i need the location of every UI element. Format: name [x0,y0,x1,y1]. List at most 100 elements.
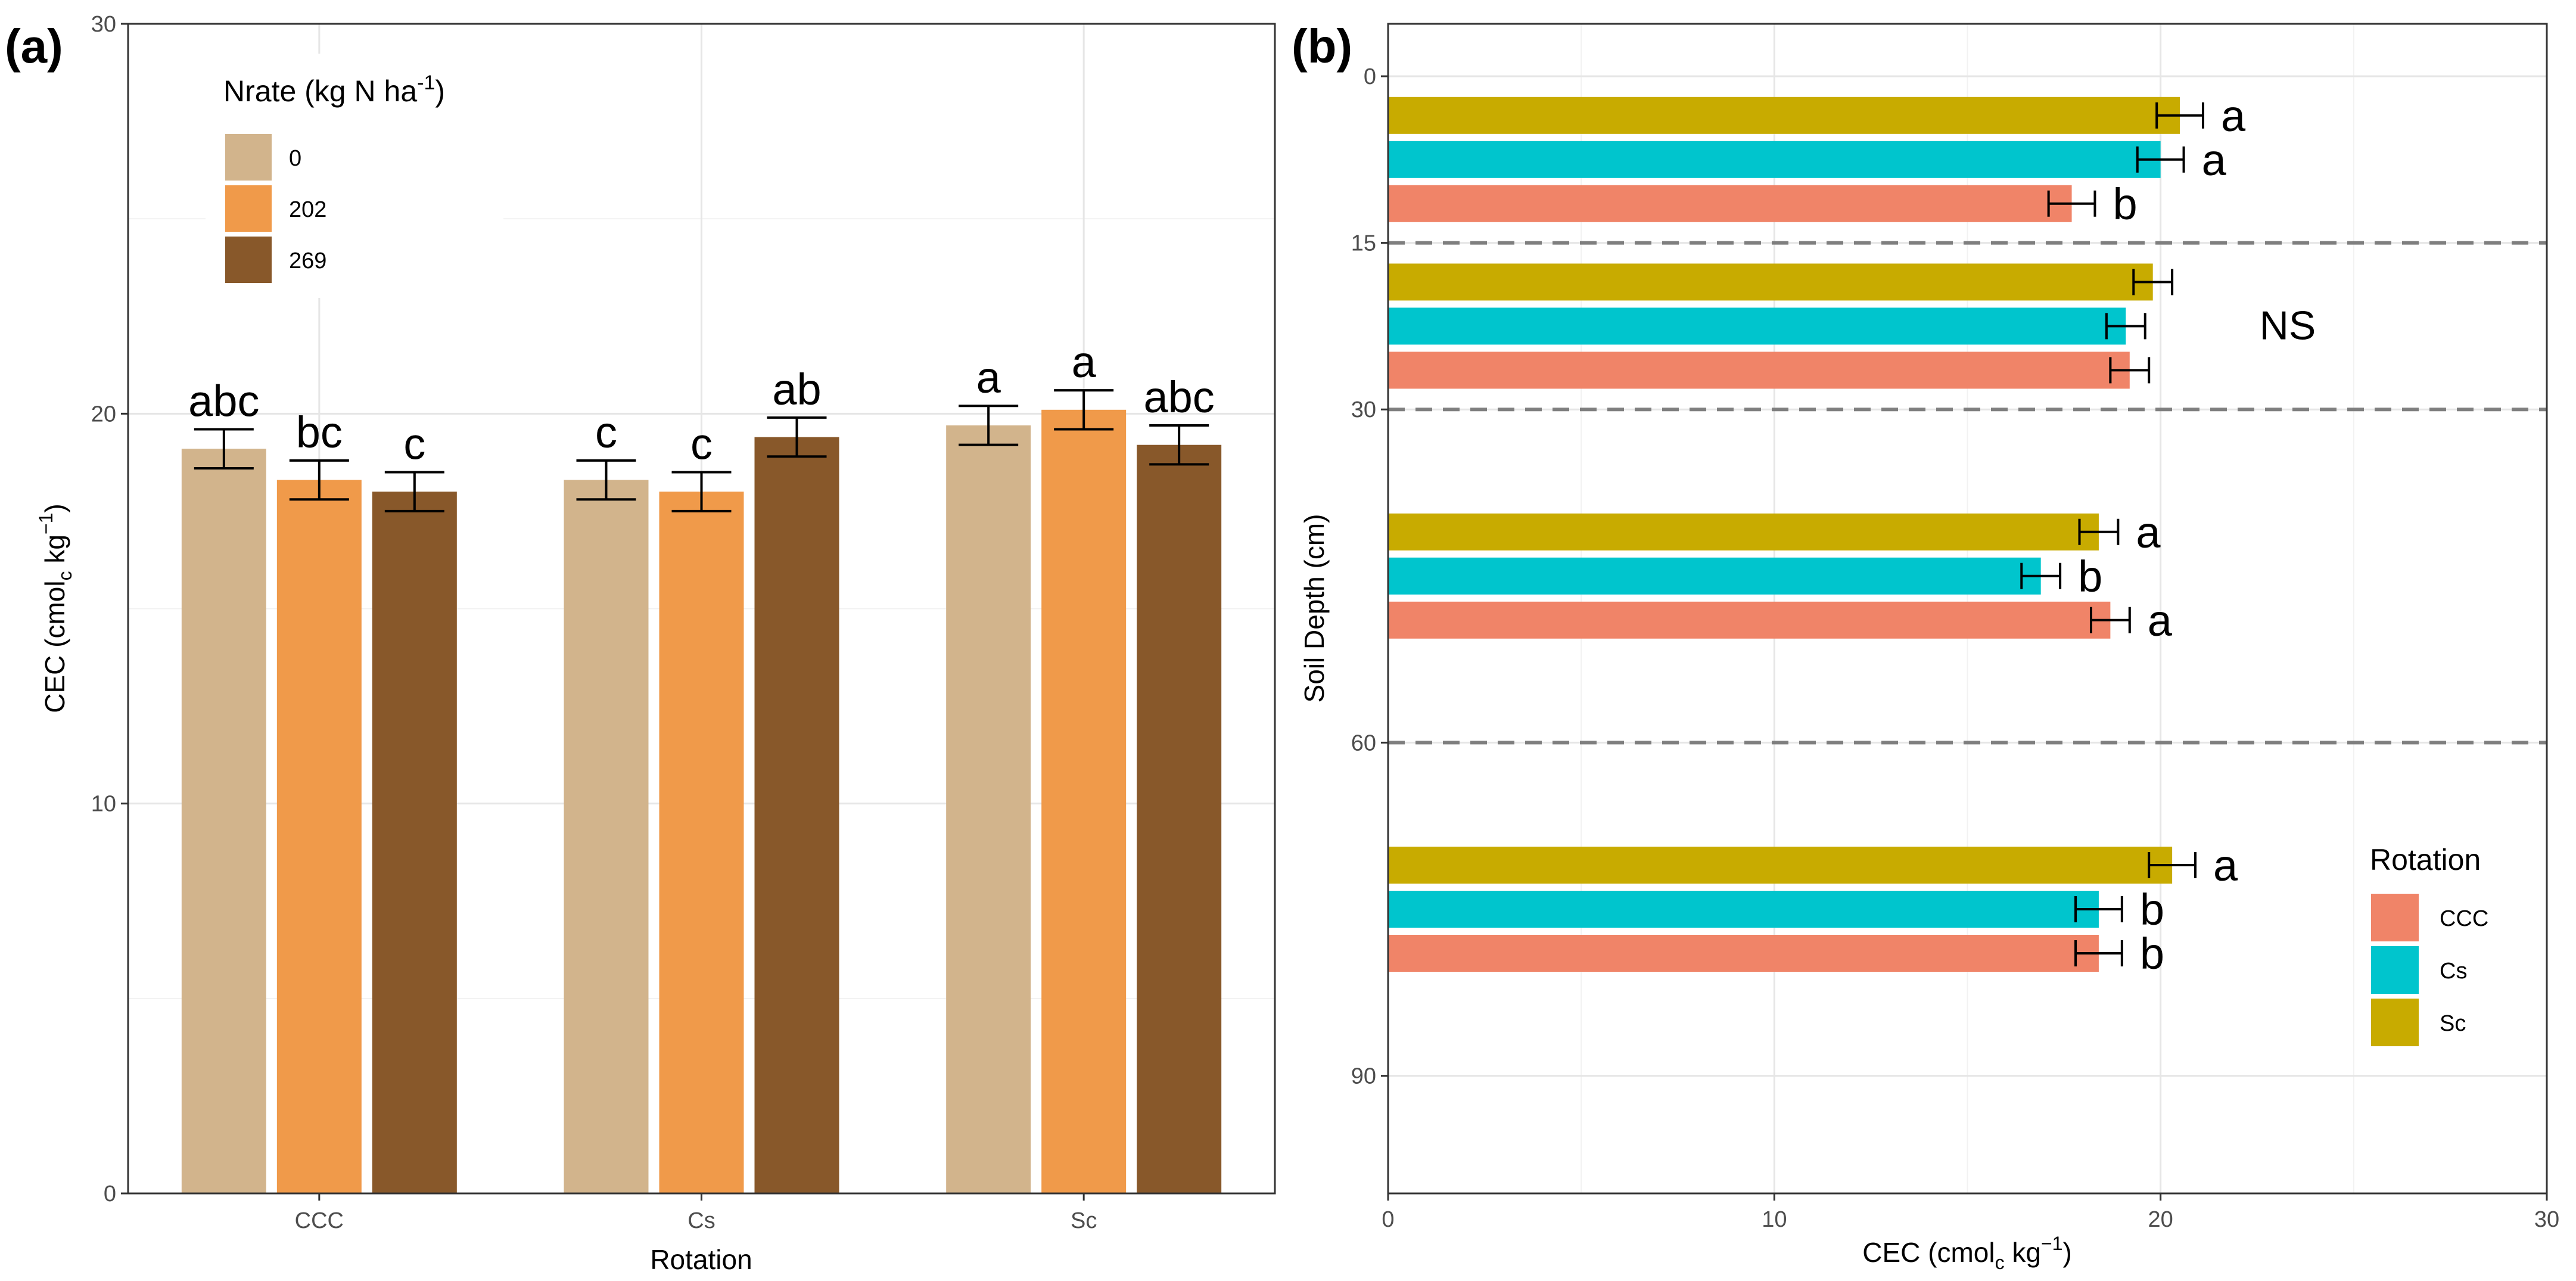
panel-b-x-axis-title: CEC (cmolc kg−1) [1862,1233,2072,1273]
panel-a-y-axis-title-close: ) [39,503,70,512]
panel-b-legend-items: CCC Cs Sc [2371,894,2488,1046]
significance-letter: a [2148,596,2173,645]
legend-swatch [225,237,272,283]
panel-a-label: (a) [5,20,63,73]
panel-b-x-axis-title-main: CEC (cmol [1862,1237,1995,1268]
significance-letter: b [2140,885,2164,934]
legend-swatch [2371,946,2419,994]
panel-b-depth-boundaries [1388,241,2547,745]
bar [1137,444,1222,1194]
legend-label: CCC [2440,906,2488,931]
significance-letter: abc [188,377,259,426]
y-tick-label: 15 [1351,231,1376,256]
y-tick-label: 30 [91,12,116,37]
panel-b-error-bars [2020,102,2204,966]
legend-label: 269 [289,248,326,273]
panel-b-x-axis-title-close: ) [2062,1237,2071,1268]
bar [1388,97,2180,134]
significance-letter: a [2136,508,2161,557]
panel-a-legend: Nrate (kg N ha-1) 0 202 269 [206,54,503,298]
legend-swatch [2371,999,2419,1046]
panel-a-x-ticks: CCC Cs Sc [295,1193,1097,1233]
significance-letter: a [2221,91,2246,141]
bar [1388,307,2126,345]
panel-b-bars [1388,97,2180,972]
significance-letter: b [2113,179,2137,229]
significance-letter: bc [296,408,343,457]
significance-letter: c [403,419,425,468]
panel-a-legend-items: 0 202 269 [225,134,326,283]
significance-letter: abc [1144,372,1215,422]
bar [1041,409,1127,1193]
panel-b-x-axis-title-sup: −1 [2041,1233,2062,1254]
bar [1388,847,2173,884]
panel-b-y-axis-title: Soil Depth (cm) [1299,514,1330,703]
panel-a-x-axis-title: Rotation [650,1244,752,1275]
panel-b-legend-title: Rotation [2370,843,2481,876]
y-tick-label: 90 [1351,1064,1376,1089]
x-tick-label: 10 [1762,1207,1787,1232]
panel-a-bars [181,409,1222,1194]
panel-a-y-ticks: 0 10 20 30 [91,12,128,1207]
bar [1388,935,2099,972]
bar [1388,601,2111,639]
significance-letter: a [976,353,1001,402]
bar [372,492,457,1194]
bar [1388,352,2130,389]
legend-label: Sc [2440,1011,2466,1036]
panel-b-label: (b) [1292,20,1352,73]
significance-letter: b [2140,929,2164,978]
significance-letter: ab [772,365,821,414]
panel-a-y-axis-title-main: CEC (cmol [39,580,70,713]
bar [946,425,1031,1193]
panel-a-y-axis-title-rest: kg [39,534,70,571]
panel-a-legend-title-close: ) [435,74,445,108]
panel-a-legend-title-sup: -1 [417,71,435,94]
panel-b-legend: Rotation CCC Cs Sc [2359,828,2538,1055]
legend-label: Cs [2440,959,2467,984]
bar [1388,185,2072,222]
significance-letter: c [595,408,617,457]
y-tick-label: 10 [91,792,116,817]
panel-b-x-axis-title-sub: c [1995,1252,2005,1273]
panel-b-x-axis-title-rest: kg [2005,1237,2041,1268]
bar [276,480,362,1193]
y-tick-label: 30 [1351,397,1376,422]
significance-letter: a [2202,135,2227,185]
panel-b-y-ticks: 0 15 30 60 90 [1351,64,1388,1089]
x-tick-label: CCC [295,1208,344,1233]
bar [1388,557,2041,595]
panel-a-y-axis-title-sup: −1 [35,513,57,534]
y-tick-label: 0 [104,1181,116,1207]
legend-label: 0 [289,146,301,171]
significance-letter: a [2213,841,2238,890]
panel-b-x-ticks: 0 10 20 30 [1382,1193,2559,1232]
legend-swatch [225,134,272,181]
bar [1388,263,2153,301]
panel-a-y-axis-title-sub: c [54,571,76,580]
x-tick-label: 20 [2148,1207,2173,1232]
ns-label: NS [2260,303,2316,348]
panel-b-plot-border [1387,23,2548,1195]
x-tick-label: 0 [1382,1207,1394,1232]
legend-label: 202 [289,197,326,222]
y-tick-label: 60 [1351,730,1376,755]
y-tick-label: 0 [1364,64,1376,89]
bar [1388,891,2099,928]
bar [1388,513,2099,551]
bar [754,437,839,1194]
panel-a-error-bars [194,389,1209,512]
bar [564,480,649,1193]
bar [181,449,266,1193]
x-tick-label: 30 [2534,1207,2559,1232]
bar [1388,141,2161,178]
significance-letter: b [2078,552,2102,601]
bar [659,492,744,1194]
significance-letter: a [1072,337,1097,387]
x-tick-label: Cs [687,1208,715,1233]
panel-a-legend-title-main: Nrate (kg N ha [223,74,417,108]
legend-swatch [225,185,272,232]
